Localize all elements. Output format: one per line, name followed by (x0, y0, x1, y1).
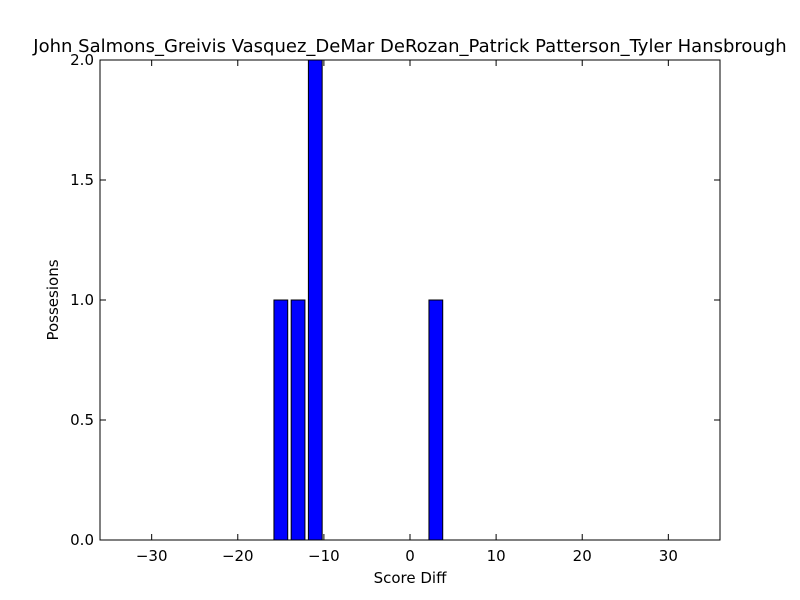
bars-group (273, 59, 444, 541)
x-tick-label: 20 (573, 547, 592, 565)
y-tick-label: 1.0 (70, 291, 94, 309)
x-tick-label: 10 (487, 547, 506, 565)
y-tick-label: 0.0 (70, 531, 94, 549)
x-ticks-group: −30 −20 −10 0 10 20 30 (136, 60, 678, 565)
bar (307, 59, 323, 541)
x-tick-label: −10 (308, 547, 340, 565)
y-tick-label: 0.5 (70, 411, 94, 429)
x-axis-label: Score Diff (374, 569, 447, 587)
x-tick-label: 30 (659, 547, 678, 565)
y-tick-label: 2.0 (70, 51, 94, 69)
x-tick-label: 0 (405, 547, 415, 565)
x-tick-label: −20 (222, 547, 254, 565)
bar (290, 299, 306, 541)
y-axis-label: Possesions (44, 259, 62, 340)
bar (273, 299, 289, 541)
chart-title: John Salmons_Greivis Vasquez_DeMar DeRoz… (32, 36, 786, 57)
y-ticks-group: 0.0 0.5 1.0 1.5 2.0 (70, 51, 720, 549)
y-tick-label: 1.5 (70, 171, 94, 189)
plot-frame (99, 59, 721, 541)
bar (428, 299, 444, 541)
x-tick-label: −30 (136, 547, 168, 565)
